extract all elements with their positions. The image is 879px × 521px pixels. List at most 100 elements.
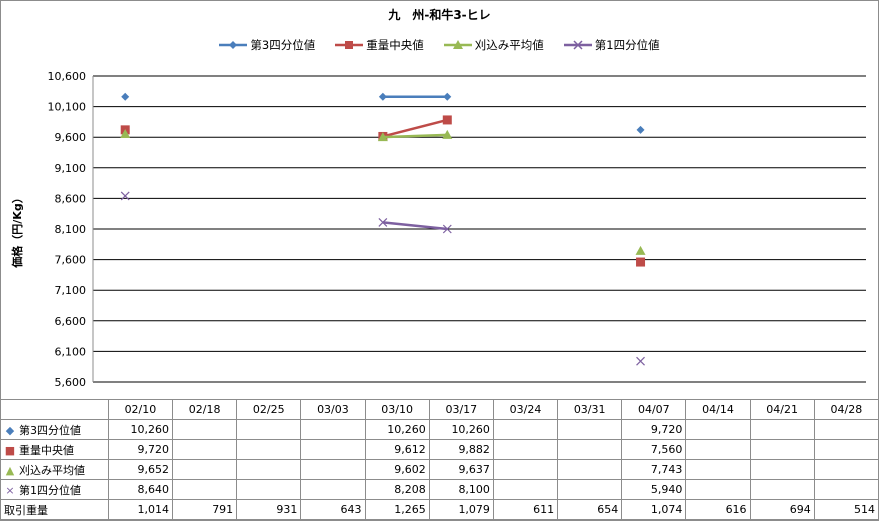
data-label xyxy=(749,479,815,500)
legend-item: 刈込み平均値 xyxy=(443,36,544,54)
volume-value: 643 xyxy=(300,499,366,520)
data-label xyxy=(492,419,559,440)
data-label xyxy=(813,439,879,460)
data-label xyxy=(685,439,751,460)
series-0-point xyxy=(121,92,130,101)
series-name: 第3四分位値 xyxy=(19,423,81,437)
data-label xyxy=(749,419,815,440)
data-label: 9,602 xyxy=(364,459,430,480)
volume-value: 654 xyxy=(557,499,623,520)
series-label-cell: ◆ 第3四分位値 xyxy=(0,419,109,440)
series-3-point xyxy=(120,191,130,201)
volume-value: 791 xyxy=(172,499,238,520)
series-marker-icon: ■ xyxy=(4,443,16,457)
data-label xyxy=(236,459,302,480)
y-tick-label: 5,600 xyxy=(55,376,87,389)
series-label-cell: × 第1四分位値 xyxy=(0,479,109,500)
x-tick-label: 03/24 xyxy=(492,399,559,420)
series-2-point xyxy=(120,129,131,139)
data-label xyxy=(685,479,751,500)
table-header-row: 02/10 02/18 02/25 03/03 03/10 03/17 03/24 03/31… xyxy=(0,399,879,420)
volume-value: 514 xyxy=(813,499,879,520)
series-2-point xyxy=(635,245,646,255)
legend-swatch xyxy=(443,40,472,49)
y-tick-label: 6,100 xyxy=(55,345,87,358)
legend-item: 第3四分位値 xyxy=(219,36,315,54)
x-tick-label: 02/25 xyxy=(236,399,302,420)
y-tick-label: 10,100 xyxy=(48,101,87,114)
legend-label: 刈込み平均値 xyxy=(474,38,544,52)
y-tick-label: 8,100 xyxy=(55,223,87,236)
series-0-point xyxy=(636,125,645,134)
data-label: 7,743 xyxy=(621,459,687,480)
data-label: 9,652 xyxy=(107,459,174,480)
data-label: 8,208 xyxy=(364,479,430,500)
data-label xyxy=(813,479,879,500)
data-label xyxy=(557,419,623,440)
legend-swatch xyxy=(219,41,248,49)
data-label xyxy=(813,459,879,480)
data-label xyxy=(492,439,559,460)
series-marker-icon: × xyxy=(5,483,15,497)
data-label: 9,882 xyxy=(428,439,494,460)
volume-value: 1,265 xyxy=(364,499,430,520)
data-label xyxy=(300,419,366,440)
data-label: 9,720 xyxy=(107,439,174,460)
legend-item: 重量中央値 xyxy=(335,36,424,54)
y-tick-label: 9,600 xyxy=(55,131,87,144)
data-label: 10,260 xyxy=(107,419,174,440)
data-label xyxy=(172,439,238,460)
x-tick-label: 03/17 xyxy=(428,399,494,420)
series-2-point xyxy=(377,132,388,142)
x-tick-label: 03/03 xyxy=(300,399,366,420)
y-tick-label: 7,100 xyxy=(55,284,87,297)
x-tick-label: 03/31 xyxy=(557,399,623,420)
y-tick-label: 9,100 xyxy=(55,162,87,175)
data-label: 9,637 xyxy=(428,459,494,480)
series-label-cell: ▲ 刈込み平均値 xyxy=(0,459,109,480)
legend: 第3四分位値 重量中央値 刈込み平均値 第1四分位値 xyxy=(0,36,879,54)
data-label xyxy=(749,459,815,480)
x-tick-label: 04/21 xyxy=(749,399,815,420)
volume-value: 931 xyxy=(236,499,302,520)
table-row: × 第1四分位値 8,640 8,208 8,100 5,940 xyxy=(0,479,879,500)
data-label: 10,260 xyxy=(364,419,430,440)
data-label: 8,640 xyxy=(107,479,174,500)
data-label xyxy=(172,419,238,440)
legend-label: 第3四分位値 xyxy=(250,38,316,52)
chart-plot: 10,600 10,100 9,600 9,100 8,600 8,100 7,600 7,1… xyxy=(48,70,866,389)
volume-value: 616 xyxy=(685,499,751,520)
data-label xyxy=(749,439,815,460)
table-row: ◆ 第3四分位値 10,260 10,260 10,260 9,720 xyxy=(0,419,879,440)
series-3-point xyxy=(442,224,452,234)
data-label xyxy=(492,459,559,480)
series-line-2 xyxy=(382,133,448,139)
x-tick-label: 04/14 xyxy=(685,399,751,420)
legend-swatch xyxy=(563,40,592,50)
data-label xyxy=(300,459,366,480)
table-row: 取引重量 1,014 791 931 643 1,265 1,079 611 654 1,074 6… xyxy=(0,499,879,520)
data-label xyxy=(813,419,879,440)
series-marker-icon: ◆ xyxy=(5,423,15,437)
data-label xyxy=(492,479,559,500)
series-0-point xyxy=(443,92,452,101)
data-label xyxy=(557,439,623,460)
series-3-point xyxy=(636,356,645,366)
y-tick-label: 7,600 xyxy=(55,254,87,267)
series-name: 重量中央値 xyxy=(19,443,74,457)
volume-label-cell: 取引重量 xyxy=(0,499,109,520)
legend-swatch xyxy=(335,41,364,49)
y-tick-label: 8,600 xyxy=(55,192,87,205)
series-name: 第1四分位値 xyxy=(19,483,81,497)
data-label: 9,612 xyxy=(364,439,430,460)
series-line-3 xyxy=(382,221,448,231)
data-label xyxy=(236,439,302,460)
volume-value: 1,014 xyxy=(107,499,174,520)
data-label xyxy=(236,419,302,440)
table-corner-cell xyxy=(0,399,109,420)
x-tick-label: 02/18 xyxy=(172,399,238,420)
data-label xyxy=(557,479,623,500)
data-label: 5,940 xyxy=(621,479,687,500)
data-label xyxy=(557,459,623,480)
series-line-1 xyxy=(382,118,448,138)
